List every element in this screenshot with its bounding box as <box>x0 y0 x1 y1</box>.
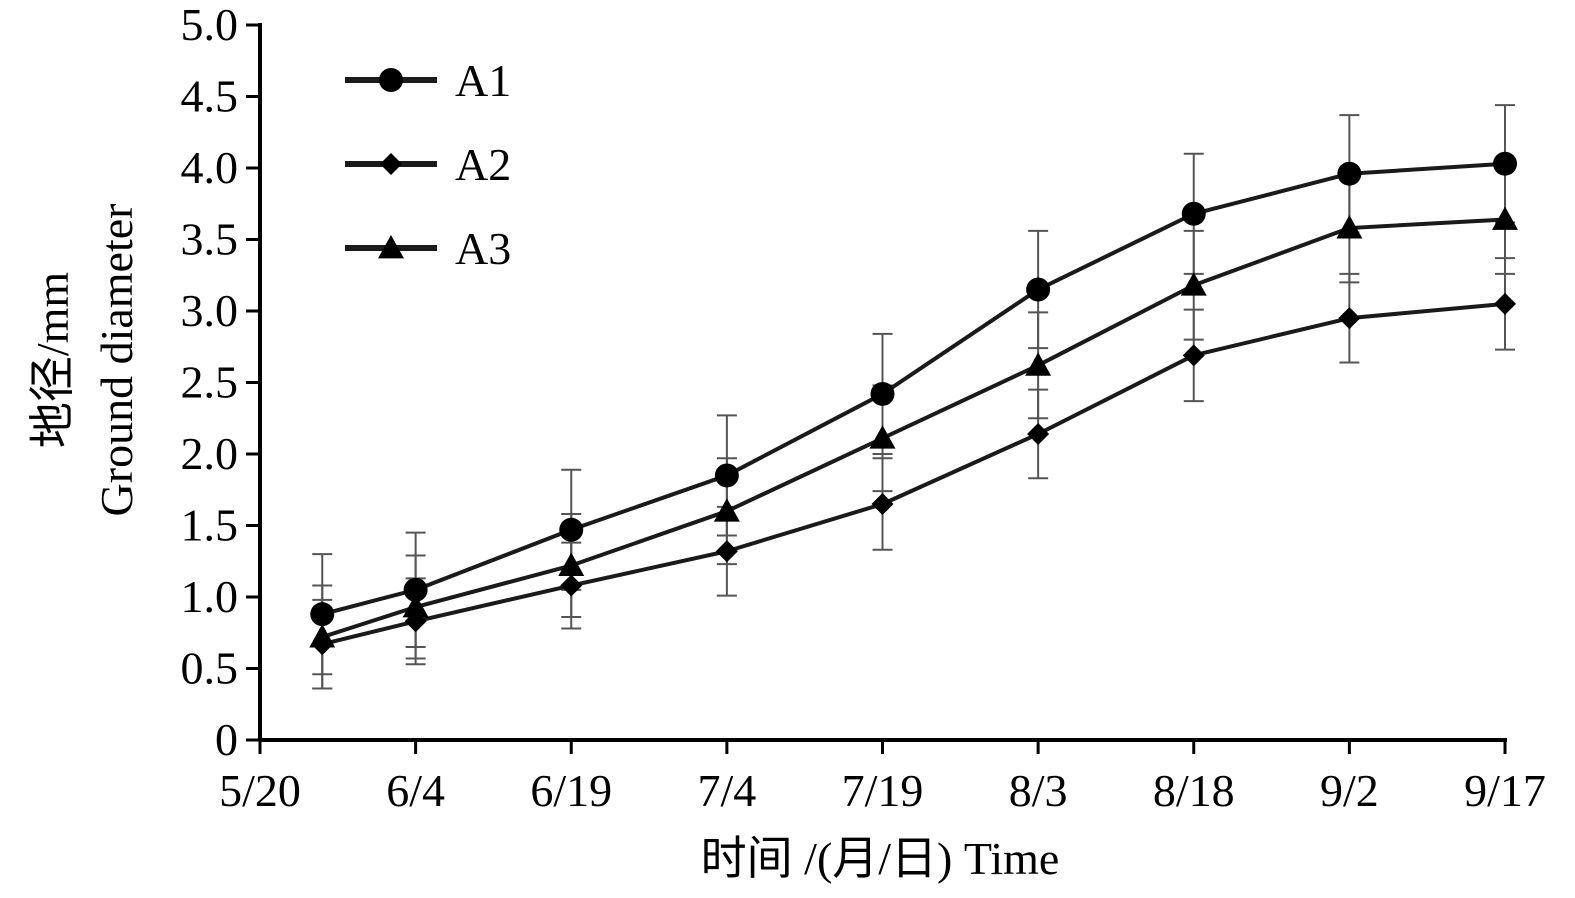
legend-item-a3: A3 <box>345 223 511 274</box>
data-point-a1 <box>310 602 335 627</box>
data-point-a3 <box>402 594 429 618</box>
y-tick-label: 3.0 <box>181 285 239 336</box>
y-tick-label: 4.5 <box>181 71 239 122</box>
data-point-a1 <box>1181 201 1206 226</box>
data-point-a1 <box>714 463 739 488</box>
legend-marker-a3 <box>378 235 404 259</box>
x-tick-label: 7/4 <box>697 765 756 816</box>
data-point-a1 <box>870 381 895 406</box>
x-axis-title: 时间 /(月/日) Time <box>701 833 1060 884</box>
x-tick-label: 8/18 <box>1153 765 1235 816</box>
data-point-a2 <box>1027 422 1050 445</box>
series-markers <box>309 151 1518 656</box>
x-tick-label: 6/19 <box>530 765 612 816</box>
x-tick-label: 6/4 <box>386 765 445 816</box>
legend-marker-a1 <box>379 68 403 92</box>
y-axis-title-line2: Ground diameter <box>91 204 142 517</box>
series-line-a3 <box>321 217 1506 639</box>
legend-item-a1: A1 <box>345 55 511 106</box>
y-tick-label: 4.0 <box>181 142 239 193</box>
y-tick-label: 1.0 <box>181 571 239 622</box>
y-tick-label: 3.5 <box>181 214 239 265</box>
data-point-a1 <box>1493 151 1517 176</box>
legend-label-a3: A3 <box>455 223 511 274</box>
x-tick-label: 5/20 <box>219 765 301 816</box>
error-bars <box>312 104 1515 690</box>
x-axis-ticks: 5/20 6/4 6/19 7/4 7/19 8/3 8/18 9/2 9/17 <box>219 740 1546 816</box>
data-point-a2 <box>1182 344 1205 367</box>
data-point-a3 <box>309 624 336 648</box>
data-point-a3 <box>558 552 585 576</box>
y-tick-label: 0.5 <box>181 643 239 694</box>
data-point-a2 <box>560 574 583 597</box>
y-tick-label: 1.5 <box>181 500 239 551</box>
data-point-a2 <box>715 540 738 563</box>
data-point-a3 <box>713 498 740 522</box>
data-point-a1 <box>559 517 584 542</box>
x-tick-label: 8/3 <box>1009 765 1068 816</box>
data-point-a3 <box>1025 352 1052 376</box>
data-point-a1 <box>403 577 428 602</box>
data-point-a3 <box>1180 272 1207 296</box>
y-tick-label: 5.0 <box>181 0 239 50</box>
y-axis-ticks: 0 0.5 1.0 1.5 2.0 2.5 3.0 3.5 4.0 4.5 5.0 <box>181 0 260 765</box>
y-axis-title-line1: 地径/mm <box>27 272 78 449</box>
x-tick-label: 9/17 <box>1464 765 1546 816</box>
data-point-a2 <box>1494 292 1516 315</box>
x-tick-label: 9/2 <box>1320 765 1379 816</box>
y-axis-title: 地径/mm Ground diameter <box>27 204 142 517</box>
x-tick-label: 7/19 <box>842 765 924 816</box>
data-point-a3 <box>1492 206 1518 230</box>
data-point-a1 <box>1337 161 1362 186</box>
legend-item-a2: A2 <box>345 139 511 190</box>
legend: A1 A2 A3 <box>345 55 511 274</box>
legend-label-a2: A2 <box>455 139 511 190</box>
legend-marker-a2 <box>380 153 402 175</box>
series-line-a2 <box>321 301 1506 647</box>
y-tick-label: 0 <box>215 714 238 765</box>
data-point-a3 <box>1336 215 1363 239</box>
data-point-a2 <box>1338 307 1361 330</box>
y-tick-label: 2.0 <box>181 428 239 479</box>
data-point-a3 <box>869 425 896 449</box>
legend-label-a1: A1 <box>455 55 511 106</box>
data-point-a1 <box>1026 277 1051 302</box>
data-point-a2 <box>871 493 894 516</box>
y-tick-label: 2.5 <box>181 357 239 408</box>
